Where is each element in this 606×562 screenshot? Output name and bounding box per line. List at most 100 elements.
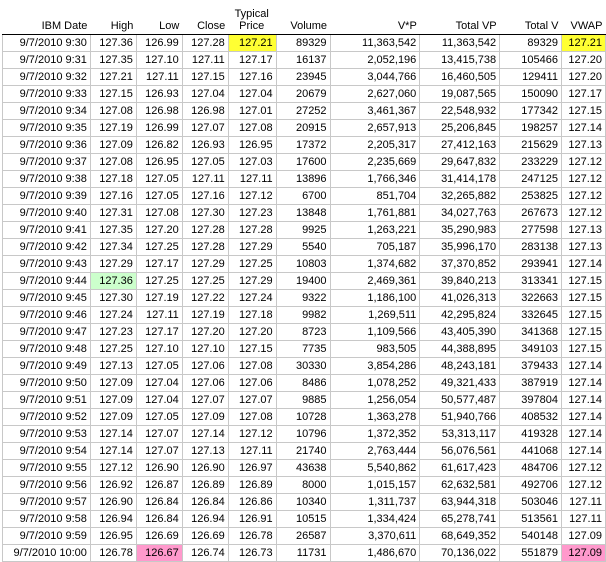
high-cell[interactable]: 126.78 bbox=[89, 544, 137, 562]
vwap-cell[interactable]: 127.15 bbox=[560, 323, 606, 341]
close-cell[interactable]: 127.11 bbox=[181, 170, 229, 188]
volume-cell[interactable]: 19400 bbox=[275, 272, 331, 290]
total-vp-cell[interactable]: 31,414,178 bbox=[419, 170, 501, 188]
vp-cell[interactable]: 3,461,367 bbox=[329, 102, 421, 120]
high-cell[interactable]: 127.34 bbox=[89, 238, 137, 256]
high-cell[interactable]: 127.21 bbox=[89, 68, 137, 86]
typical-price-cell[interactable]: 127.29 bbox=[227, 238, 277, 256]
vwap-cell[interactable]: 127.20 bbox=[560, 68, 606, 86]
vwap-cell[interactable]: 127.14 bbox=[560, 391, 606, 409]
volume-cell[interactable]: 26587 bbox=[275, 527, 331, 545]
typical-price-cell[interactable]: 127.24 bbox=[227, 289, 277, 307]
vp-cell[interactable]: 1,374,682 bbox=[329, 255, 421, 273]
vp-cell[interactable]: 2,763,444 bbox=[329, 442, 421, 460]
close-cell[interactable]: 127.29 bbox=[181, 255, 229, 273]
close-cell[interactable]: 127.06 bbox=[181, 357, 229, 375]
total-v-cell[interactable]: 540148 bbox=[499, 527, 562, 545]
volume-cell[interactable]: 27252 bbox=[275, 102, 331, 120]
typical-price-cell[interactable]: 126.97 bbox=[227, 459, 277, 477]
total-v-cell[interactable]: 397804 bbox=[499, 391, 562, 409]
header-cell[interactable]: V*P bbox=[330, 2, 420, 35]
volume-cell[interactable]: 11731 bbox=[275, 544, 331, 562]
low-cell[interactable]: 126.99 bbox=[135, 34, 183, 52]
total-v-cell[interactable]: 408532 bbox=[499, 408, 562, 426]
date-cell[interactable]: 9/7/2010 9:44 bbox=[2, 272, 91, 290]
high-cell[interactable]: 127.15 bbox=[89, 85, 137, 103]
date-cell[interactable]: 9/7/2010 9:51 bbox=[2, 391, 91, 409]
typical-price-cell[interactable]: 127.08 bbox=[227, 408, 277, 426]
header-cell[interactable]: Close bbox=[182, 2, 229, 35]
total-vp-cell[interactable]: 27,412,163 bbox=[419, 136, 501, 154]
high-cell[interactable]: 127.29 bbox=[89, 255, 137, 273]
volume-cell[interactable]: 10728 bbox=[275, 408, 331, 426]
close-cell[interactable]: 127.09 bbox=[181, 408, 229, 426]
close-cell[interactable]: 126.93 bbox=[181, 136, 229, 154]
total-vp-cell[interactable]: 65,278,741 bbox=[419, 510, 501, 528]
total-vp-cell[interactable]: 62,632,581 bbox=[419, 476, 501, 494]
header-cell[interactable]: Volume bbox=[276, 2, 331, 35]
low-cell[interactable]: 126.90 bbox=[135, 459, 183, 477]
high-cell[interactable]: 126.95 bbox=[89, 527, 137, 545]
volume-cell[interactable]: 5540 bbox=[275, 238, 331, 256]
volume-cell[interactable]: 16137 bbox=[275, 51, 331, 69]
vwap-cell[interactable]: 127.11 bbox=[560, 510, 606, 528]
vp-cell[interactable]: 11,363,542 bbox=[329, 34, 421, 52]
volume-cell[interactable]: 13896 bbox=[275, 170, 331, 188]
date-cell[interactable]: 9/7/2010 9:50 bbox=[2, 374, 91, 392]
close-cell[interactable]: 127.06 bbox=[181, 374, 229, 392]
date-cell[interactable]: 9/7/2010 9:33 bbox=[2, 85, 91, 103]
close-cell[interactable]: 127.05 bbox=[181, 153, 229, 171]
total-v-cell[interactable]: 215629 bbox=[499, 136, 562, 154]
vp-cell[interactable]: 1,256,054 bbox=[329, 391, 421, 409]
close-cell[interactable]: 127.07 bbox=[181, 391, 229, 409]
vwap-cell[interactable]: 127.20 bbox=[560, 51, 606, 69]
total-vp-cell[interactable]: 35,996,170 bbox=[419, 238, 501, 256]
total-v-cell[interactable]: 267673 bbox=[499, 204, 562, 222]
date-cell[interactable]: 9/7/2010 9:30 bbox=[2, 34, 91, 52]
volume-cell[interactable]: 21740 bbox=[275, 442, 331, 460]
vwap-cell[interactable]: 127.12 bbox=[560, 170, 606, 188]
total-v-cell[interactable]: 441068 bbox=[499, 442, 562, 460]
volume-cell[interactable]: 9925 bbox=[275, 221, 331, 239]
total-v-cell[interactable]: 341368 bbox=[499, 323, 562, 341]
close-cell[interactable]: 126.89 bbox=[181, 476, 229, 494]
vp-cell[interactable]: 3,044,766 bbox=[329, 68, 421, 86]
vwap-cell[interactable]: 127.12 bbox=[560, 153, 606, 171]
total-vp-cell[interactable]: 70,136,022 bbox=[419, 544, 501, 562]
low-cell[interactable]: 127.25 bbox=[135, 272, 183, 290]
high-cell[interactable]: 127.09 bbox=[89, 136, 137, 154]
vwap-cell[interactable]: 127.12 bbox=[560, 187, 606, 205]
typical-price-cell[interactable]: 127.11 bbox=[227, 442, 277, 460]
high-cell[interactable]: 127.36 bbox=[89, 272, 137, 290]
typical-price-cell[interactable]: 126.89 bbox=[227, 476, 277, 494]
date-cell[interactable]: 9/7/2010 9:39 bbox=[2, 187, 91, 205]
low-cell[interactable]: 127.17 bbox=[135, 255, 183, 273]
date-cell[interactable]: 9/7/2010 9:47 bbox=[2, 323, 91, 341]
vwap-cell[interactable]: 127.21 bbox=[560, 34, 606, 52]
close-cell[interactable]: 127.22 bbox=[181, 289, 229, 307]
vwap-cell[interactable]: 127.09 bbox=[560, 527, 606, 545]
total-vp-cell[interactable]: 61,617,423 bbox=[419, 459, 501, 477]
typical-price-cell[interactable]: 126.95 bbox=[227, 136, 277, 154]
total-v-cell[interactable]: 419328 bbox=[499, 425, 562, 443]
header-cell[interactable]: Low bbox=[136, 2, 183, 35]
total-v-cell[interactable]: 293941 bbox=[499, 255, 562, 273]
total-v-cell[interactable]: 513561 bbox=[499, 510, 562, 528]
low-cell[interactable]: 127.04 bbox=[135, 391, 183, 409]
volume-cell[interactable]: 9322 bbox=[275, 289, 331, 307]
high-cell[interactable]: 127.31 bbox=[89, 204, 137, 222]
high-cell[interactable]: 127.35 bbox=[89, 51, 137, 69]
vwap-cell[interactable]: 127.14 bbox=[560, 357, 606, 375]
vwap-cell[interactable]: 127.13 bbox=[560, 221, 606, 239]
typical-price-cell[interactable]: 127.08 bbox=[227, 357, 277, 375]
low-cell[interactable]: 127.07 bbox=[135, 442, 183, 460]
typical-price-cell[interactable]: 127.04 bbox=[227, 85, 277, 103]
total-vp-cell[interactable]: 16,460,505 bbox=[419, 68, 501, 86]
vp-cell[interactable]: 1,078,252 bbox=[329, 374, 421, 392]
header-cell[interactable]: High bbox=[90, 2, 137, 35]
date-cell[interactable]: 9/7/2010 9:49 bbox=[2, 357, 91, 375]
high-cell[interactable]: 127.08 bbox=[89, 153, 137, 171]
low-cell[interactable]: 126.95 bbox=[135, 153, 183, 171]
volume-cell[interactable]: 17600 bbox=[275, 153, 331, 171]
total-v-cell[interactable]: 177342 bbox=[499, 102, 562, 120]
